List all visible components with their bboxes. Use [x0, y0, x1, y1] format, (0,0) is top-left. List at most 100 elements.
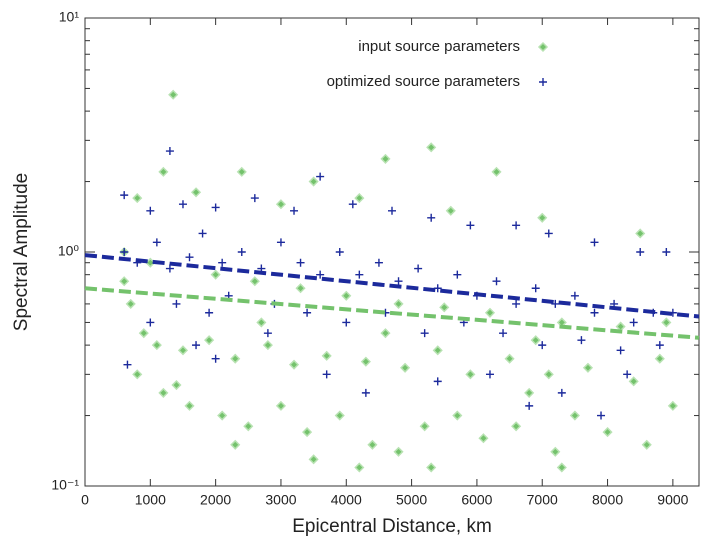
- point: [249, 276, 260, 287]
- point: [433, 377, 442, 386]
- point: [146, 206, 155, 215]
- point: [355, 270, 364, 279]
- point: [178, 200, 187, 209]
- point: [218, 258, 227, 267]
- point: [512, 299, 521, 308]
- point: [211, 354, 220, 363]
- point: [354, 462, 365, 473]
- x-tick-label: 6000: [461, 492, 492, 508]
- point: [210, 269, 221, 280]
- point: [511, 421, 522, 432]
- point: [531, 284, 540, 293]
- point: [478, 433, 489, 444]
- point: [237, 248, 246, 256]
- point: [152, 238, 161, 247]
- legend-label: optimized source parameters: [327, 73, 520, 90]
- point: [537, 212, 548, 223]
- point: [168, 89, 179, 100]
- point: [354, 193, 365, 204]
- point: [217, 410, 228, 421]
- point: [316, 270, 325, 279]
- point: [466, 221, 475, 230]
- point: [335, 248, 344, 256]
- point: [432, 345, 443, 356]
- point: [380, 153, 391, 164]
- point: [550, 446, 561, 457]
- point: [290, 206, 299, 215]
- point: [414, 264, 423, 273]
- point: [654, 353, 665, 364]
- point: [341, 290, 352, 301]
- point: [394, 277, 403, 286]
- point: [308, 454, 319, 465]
- point: [570, 291, 579, 300]
- point: [204, 335, 215, 346]
- point: [491, 166, 502, 177]
- point: [146, 318, 155, 327]
- point: [445, 205, 456, 216]
- point: [165, 147, 174, 156]
- point: [597, 411, 606, 420]
- point: [192, 341, 201, 350]
- point: [636, 248, 645, 256]
- point: [602, 427, 613, 438]
- point: [590, 238, 599, 247]
- point: [427, 213, 436, 222]
- point: [119, 276, 130, 287]
- point: [275, 400, 287, 411]
- point: [230, 353, 241, 364]
- point: [426, 462, 437, 473]
- x-tick-label: 0: [81, 492, 89, 508]
- point: [623, 370, 632, 379]
- x-tick-label: 7000: [527, 492, 558, 508]
- point: [361, 388, 370, 397]
- point: [393, 298, 404, 309]
- point: [439, 302, 450, 313]
- point: [205, 308, 214, 317]
- point: [236, 166, 247, 177]
- legend-marker: [537, 41, 549, 53]
- y-axis-title: Spectral Amplitude: [11, 173, 32, 331]
- point: [342, 318, 351, 327]
- x-tick-label: 2000: [200, 492, 231, 508]
- point: [211, 203, 220, 212]
- x-tick-label: 4000: [331, 492, 362, 508]
- point: [276, 238, 285, 247]
- legend-marker: [539, 78, 547, 86]
- point: [551, 299, 560, 308]
- point: [530, 335, 541, 346]
- point: [322, 370, 331, 379]
- point: [629, 318, 638, 327]
- point: [426, 142, 437, 153]
- point: [230, 439, 241, 450]
- point: [419, 421, 430, 432]
- point: [165, 264, 174, 273]
- trend-line: [84, 286, 700, 340]
- point: [184, 400, 195, 411]
- point: [380, 328, 391, 339]
- point: [243, 421, 254, 432]
- point: [158, 166, 169, 177]
- point: [667, 400, 678, 411]
- point: [641, 439, 652, 450]
- trend-line: [84, 253, 700, 319]
- point: [256, 317, 267, 328]
- point: [543, 369, 554, 380]
- point: [120, 248, 129, 256]
- point: [374, 258, 383, 267]
- point: [512, 221, 521, 230]
- point: [348, 200, 357, 209]
- point: [504, 353, 515, 364]
- point: [171, 380, 182, 391]
- point: [316, 172, 325, 181]
- point: [484, 307, 496, 318]
- point: [321, 350, 332, 361]
- x-tick-label: 8000: [592, 492, 623, 508]
- point: [120, 191, 129, 200]
- point: [452, 410, 463, 421]
- point: [388, 206, 396, 215]
- point: [296, 258, 305, 267]
- point: [577, 336, 586, 345]
- point: [132, 369, 143, 380]
- point: [185, 253, 194, 262]
